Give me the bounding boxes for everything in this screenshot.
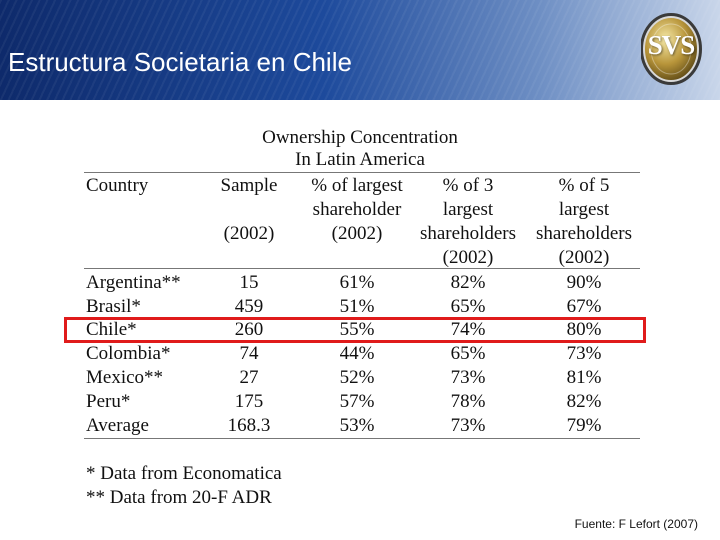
table-bottom-rule	[84, 438, 640, 439]
top5-cell: 80%	[566, 319, 602, 340]
sample-cell: 175	[234, 391, 264, 412]
column-header-country: Country	[86, 175, 149, 196]
svs-logo-icon	[640, 13, 702, 85]
table-row: Mexico** 27 52% 73% 81%	[84, 366, 640, 390]
table-row: Brasil* 459 51% 65% 67%	[84, 295, 640, 319]
table-top-rule	[84, 172, 640, 173]
largest-cell: 57%	[339, 391, 375, 412]
top5-cell: 82%	[566, 391, 602, 412]
top5-cell: 67%	[566, 296, 602, 317]
table-subtitle: In Latin America	[295, 149, 425, 170]
country-cell: Chile*	[86, 319, 137, 340]
top3-cell: 74%	[450, 319, 486, 340]
sample-cell: 74	[239, 343, 259, 364]
country-cell: Brasil*	[86, 296, 141, 317]
largest-cell: 44%	[339, 343, 375, 364]
top3-cell: 65%	[450, 296, 486, 317]
country-cell: Peru*	[86, 391, 131, 412]
svs-logo: SVS	[640, 12, 705, 86]
largest-cell: 61%	[339, 272, 375, 293]
largest-cell: 53%	[339, 415, 375, 436]
largest-cell: 51%	[339, 296, 375, 317]
top3-cell: 78%	[450, 391, 486, 412]
country-cell: Argentina**	[86, 272, 181, 293]
sample-cell: 260	[234, 319, 264, 340]
table-header-rule	[84, 268, 640, 269]
table-row-average: Average 168.3 53% 73% 79%	[84, 414, 640, 438]
footnote-economatica: * Data from Economatica	[86, 463, 282, 484]
top3-cell: 82%	[450, 272, 486, 293]
chile-highlight-box	[64, 317, 646, 343]
column-header-largest: % of largest shareholder (2002)	[311, 175, 403, 244]
footnote-adr: ** Data from 20-F ADR	[86, 487, 272, 508]
column-header-top3: % of 3 largest shareholders (2002)	[419, 175, 517, 268]
sample-cell: 459	[234, 296, 264, 317]
sample-cell: 168.3	[227, 415, 271, 436]
country-cell: Average	[86, 415, 149, 436]
slide-header: Estructura Societaria en Chile SVS	[0, 0, 720, 100]
column-header-sample: Sample (2002)	[220, 175, 278, 244]
slide-title: Estructura Societaria en Chile	[8, 47, 352, 77]
top5-cell: 90%	[566, 272, 602, 293]
country-cell: Colombia*	[86, 343, 171, 364]
table-row: Colombia* 74 44% 65% 73%	[84, 342, 640, 366]
sample-cell: 15	[239, 272, 259, 293]
top3-cell: 73%	[450, 415, 486, 436]
top5-cell: 81%	[566, 367, 602, 388]
top5-cell: 73%	[566, 343, 602, 364]
table-row: Peru* 175 57% 78% 82%	[84, 390, 640, 414]
table-row-chile: Chile* 260 55% 74% 80%	[84, 318, 640, 342]
source-citation: Fuente: F Lefort (2007)	[574, 517, 698, 531]
top3-cell: 73%	[450, 367, 486, 388]
table-row: Argentina** 15 61% 82% 90%	[84, 271, 640, 295]
top3-cell: 65%	[450, 343, 486, 364]
country-cell: Mexico**	[86, 367, 164, 388]
logo-text: SVS	[647, 30, 696, 60]
table-title: Ownership Concentration	[262, 127, 458, 148]
column-header-top5: % of 5 largest shareholders (2002)	[535, 175, 633, 268]
top5-cell: 79%	[566, 415, 602, 436]
largest-cell: 52%	[339, 367, 375, 388]
sample-cell: 27	[239, 367, 259, 388]
largest-cell: 55%	[339, 319, 375, 340]
